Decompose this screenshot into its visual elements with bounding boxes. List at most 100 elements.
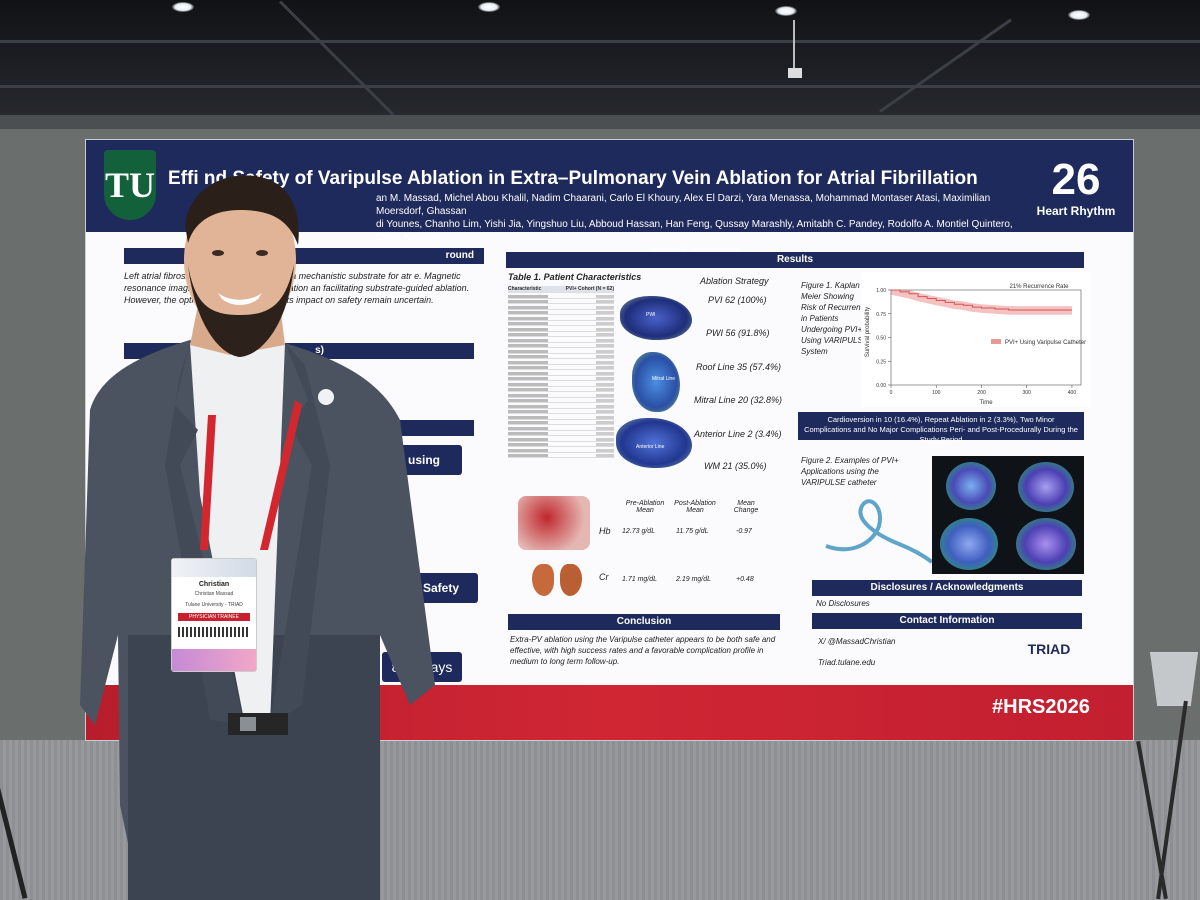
table-row: [508, 409, 614, 415]
heart-image: Mitral Line: [632, 352, 680, 412]
badge-bottom: [172, 649, 256, 671]
lab-header-pre: Pre-Ablation Mean: [625, 500, 665, 514]
km-ytick-label: 0.25: [876, 359, 886, 365]
table-row: [508, 403, 614, 409]
ceiling-truss: [278, 0, 395, 116]
table-cell: [596, 316, 614, 320]
lab-cr-label: Cr: [599, 572, 609, 582]
table-cell: [508, 377, 548, 381]
table-row: [508, 304, 614, 310]
lanyard-right: [260, 400, 302, 550]
table-cell: [508, 294, 548, 298]
lab-hb-change: -0.97: [736, 528, 752, 535]
right-lapel: [270, 343, 330, 725]
table-col1: Characteristic: [508, 286, 542, 292]
contact-web: Triad.tulane.edu: [818, 658, 876, 667]
patient-table: Characteristic PVI+ Cohort (N = 62): [508, 286, 614, 488]
km-xlabel: Time: [979, 400, 993, 406]
km-legend-swatch: [991, 339, 1001, 344]
blood-cells-image: [518, 496, 590, 550]
conclusion-text: Extra-PV ablation using the Varipulse ca…: [510, 635, 776, 666]
table-row: [508, 414, 614, 420]
km-title: 21% Recurrence Rate: [1009, 284, 1069, 290]
table-cell: [596, 415, 614, 419]
badge-barcode: [178, 627, 250, 637]
person-presenter: [80, 175, 435, 900]
table-cell: [508, 349, 548, 353]
table-row: [508, 354, 614, 360]
table-title: Table 1. Patient Characteristics: [508, 272, 642, 282]
table-cell: [508, 448, 548, 452]
lapel-pin: [318, 389, 334, 405]
badge-org: Tulane University - TRIAD: [185, 602, 243, 608]
lab-cr-pre: 1.71 mg/dL: [622, 576, 658, 583]
figure2-caption: Figure 2. Examples of PVI+ Applications …: [801, 456, 899, 487]
table-row: [508, 376, 614, 382]
table-cell: [508, 371, 548, 375]
km-xtick-label: 400: [1068, 390, 1077, 396]
table-cell: [508, 300, 548, 304]
km-survival-line: [891, 289, 1072, 311]
badge-top: [172, 559, 256, 577]
table-cell: [508, 382, 548, 386]
table-cell: [508, 322, 548, 326]
table-cell: [596, 454, 614, 458]
results-header: Results: [506, 252, 1084, 268]
table-cell: [508, 333, 548, 337]
table-cell: [508, 404, 548, 408]
table-row: [508, 343, 614, 349]
table-row: [508, 321, 614, 327]
booth-frame: [0, 115, 1200, 129]
badge-fullname: Christian Massad: [194, 591, 234, 597]
contact-header: Contact Information: [812, 613, 1082, 629]
table-cell: [508, 443, 548, 447]
easel-leg: [0, 781, 28, 899]
contact-x: X/ @MassadChristian: [818, 637, 896, 646]
ablation-strategy-header: Ablation Strategy: [700, 276, 769, 286]
kidney-image: [518, 556, 590, 600]
table-row: [508, 420, 614, 426]
table-cell: [596, 404, 614, 408]
table-cell: [596, 426, 614, 430]
table-cell: [508, 437, 548, 441]
badge-name: Christian: [198, 581, 230, 588]
authors-line: Nassir F. Marrouche: [651, 245, 741, 256]
figure1-caption: Figure 1. Kaplan Meier Showing Risk of R…: [801, 281, 870, 356]
heart-images: PWI Mitral Line Anterior Line: [616, 292, 706, 488]
table-row: [508, 293, 614, 299]
left-eye: [212, 250, 224, 256]
ceiling-light: [775, 6, 797, 16]
table-cell: [596, 388, 614, 392]
km-xtick-label: 300: [1023, 390, 1032, 396]
table-cell: [596, 327, 614, 331]
catheter-line: [825, 499, 934, 564]
heart-rhythm-number: 26: [1051, 155, 1101, 204]
table-cell: [596, 399, 614, 403]
km-legend-label: PVI+ Using Varipulse Catheter: [1005, 340, 1086, 346]
table-cell: [596, 366, 614, 370]
face: [184, 185, 296, 335]
ablation-images-panel: [932, 456, 1084, 574]
table-cell: [508, 316, 548, 320]
left-easel: [0, 780, 40, 900]
heart-label: Mitral Line: [652, 376, 676, 382]
table-cell: [596, 437, 614, 441]
strategy-mitral: Mitral Line 20 (32.8%): [694, 395, 783, 405]
table-cell: [508, 426, 548, 430]
conclusion-header: Conclusion: [508, 614, 780, 630]
table-row: [508, 315, 614, 321]
heart-rhythm-logo: 26 Heart Rhythm: [1021, 156, 1131, 226]
catheter-image: [825, 499, 934, 564]
ceiling-truss: [0, 40, 1200, 43]
right-eye: [256, 250, 268, 256]
table-cell: [596, 393, 614, 397]
strategy-roof: Roof Line 35 (57.4%): [696, 362, 782, 372]
table-row: [508, 398, 614, 404]
table-row: [508, 332, 614, 338]
lab-hb-label: Hb: [599, 526, 611, 536]
table-row: [508, 370, 614, 376]
table-col2: PVI+ Cohort (N = 62): [565, 286, 614, 292]
table-cell: [596, 448, 614, 452]
table-cell: [596, 371, 614, 375]
table-cell: [508, 393, 548, 397]
